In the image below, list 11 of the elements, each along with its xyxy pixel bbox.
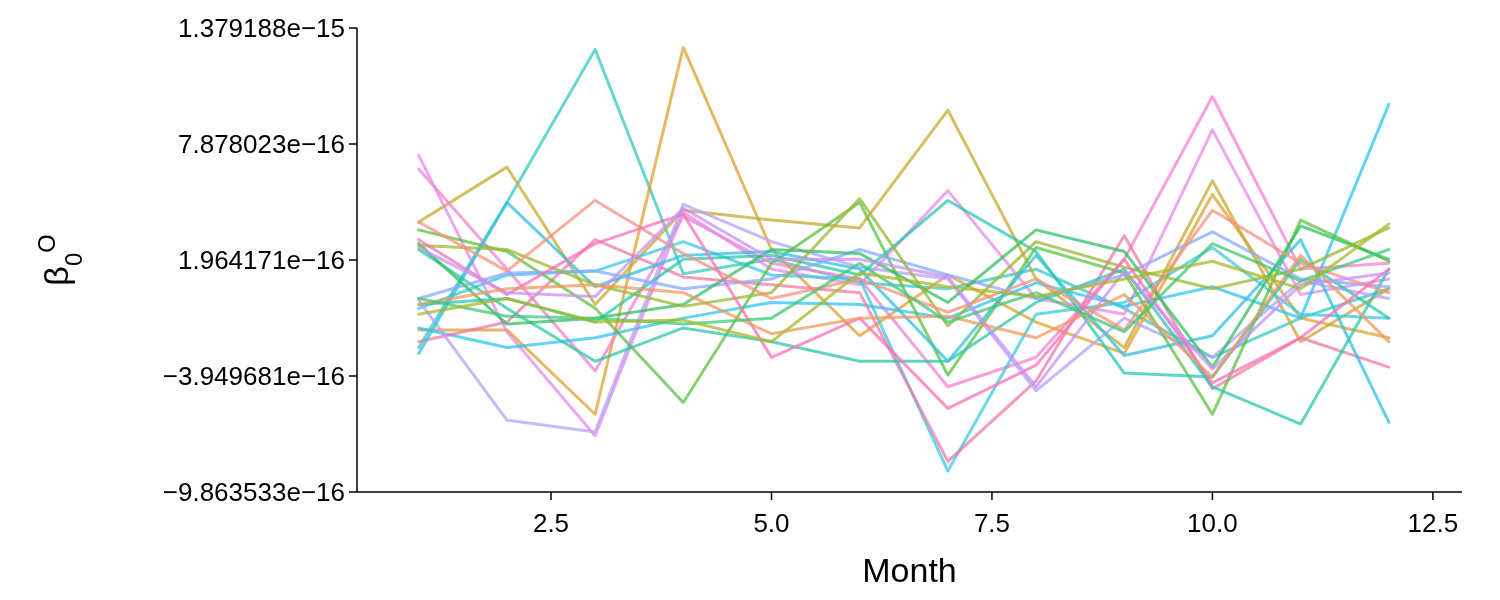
x-tick-label: 5.0: [753, 508, 790, 538]
y-tick-label: −3.949681e−16: [162, 361, 345, 392]
y-tick-label: −9.863533e−16: [162, 477, 345, 508]
x-tick-label: 7.5: [973, 508, 1011, 538]
x-tick-label: 10.0: [1187, 508, 1238, 538]
y-tick-label: 1.964171e−16: [177, 245, 345, 276]
x-tick-label: 2.5: [532, 508, 570, 538]
x-tick-label: 12.5: [1407, 508, 1459, 538]
x-axis-title: Month: [862, 551, 957, 589]
y-tick-label: 7.878023e−16: [177, 129, 345, 160]
y-tick-label: 1.379188e−15: [177, 13, 345, 44]
